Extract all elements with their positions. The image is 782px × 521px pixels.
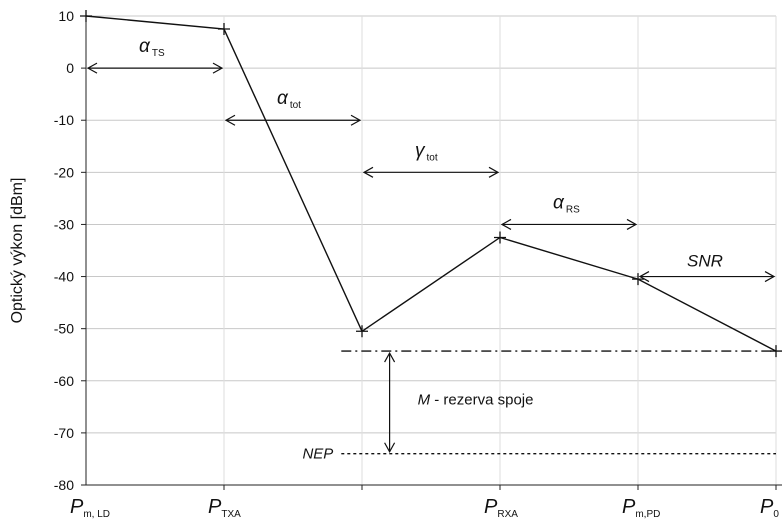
margin-label: M - rezerva spoje [418, 391, 534, 408]
span-arrow-head [86, 62, 98, 74]
y-tick-label: -50 [54, 321, 74, 337]
x-tick-label: Pm,PD [622, 496, 660, 520]
y-tick-label: -40 [54, 269, 74, 285]
y-tick-label: -10 [54, 112, 74, 128]
span-label: α TS [139, 36, 165, 59]
series-line [85, 15, 777, 352]
data-point [494, 231, 506, 244]
span-arrow-head [500, 218, 512, 230]
y-tick-label: -30 [54, 216, 74, 232]
y-tick-label: 10 [58, 8, 74, 24]
x-tick-label: Pm, LD [70, 496, 110, 520]
y-tick-label: 0 [66, 60, 74, 76]
x-tick-labels: Pm, LD PTXA PRXA Pm,PD P0 [70, 496, 779, 520]
data-point [770, 345, 782, 358]
span-arrow-head [350, 114, 362, 126]
data-point [356, 325, 368, 338]
span-arrow-head [626, 218, 638, 230]
level-lines: NEP M - rezerva spoje [302, 350, 776, 463]
x-tick-label: PRXA [484, 496, 518, 520]
span-label: SNR [687, 252, 723, 271]
span-label: γ tot [415, 140, 438, 163]
nep-label: NEP [302, 446, 333, 463]
annotations: α TS α tot γ tot α RS SNR [86, 36, 776, 283]
margin-arrow-head [384, 442, 396, 453]
axes [81, 15, 782, 490]
grid-lines [86, 15, 777, 485]
span-arrow-head [224, 114, 236, 126]
span-arrow-head [212, 62, 224, 74]
x-tick-label: PTXA [208, 496, 241, 520]
y-tick-labels: 10 0 -10 -20 -30 -40 -50 -60 -70 -80 [54, 8, 74, 493]
span-label: α tot [277, 88, 301, 111]
data-point [80, 10, 92, 22]
span-label: α RS [553, 192, 580, 215]
data-point [632, 273, 644, 286]
span-arrow-head [764, 271, 776, 283]
data-point [218, 23, 230, 36]
y-tick-label: -60 [54, 373, 74, 389]
margin-arrow-head [384, 351, 396, 363]
y-tick-label: -20 [54, 164, 74, 180]
span-arrow-head [362, 166, 374, 178]
y-tick-label: -70 [54, 425, 74, 441]
span-arrow-head [638, 271, 650, 283]
data-series [80, 10, 782, 358]
y-axis-label: Optický výkon [dBm] [9, 178, 26, 324]
y-tick-label: -80 [54, 477, 74, 493]
span-arrow-head [488, 166, 500, 178]
x-tick-label: P0 [760, 496, 779, 520]
